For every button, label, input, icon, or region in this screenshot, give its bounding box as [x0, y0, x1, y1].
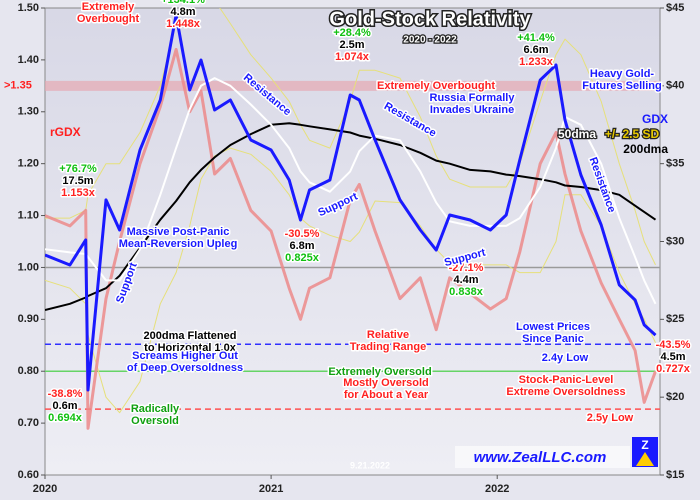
y-tick-label: 1.10 [18, 209, 39, 221]
annotation: -38.8% [48, 388, 83, 400]
series-line [45, 48, 657, 430]
annotation: +76.7% [59, 163, 97, 175]
y-tick-label: 0.90 [18, 313, 39, 325]
annotation: +134.1% [161, 0, 205, 6]
annotation: 1.448x [166, 18, 201, 30]
annotation: 4.4m [453, 274, 478, 286]
series-line [45, 147, 656, 414]
annotation: Screams Higher Out [132, 350, 238, 362]
y-tick-label: 1.00 [18, 261, 39, 273]
annotation: Since Panic [522, 333, 584, 345]
annotation: 0.694x [48, 412, 83, 424]
annotation: Extremely Oversold [328, 366, 431, 378]
y-tick-label: 1.50 [18, 2, 39, 14]
annotation: 4.5m [660, 351, 685, 363]
annotation: 6.6m [523, 44, 548, 56]
y-tick-label: 0.60 [18, 469, 39, 481]
y2-tick-label: $25 [666, 313, 684, 325]
annotation: -43.5% [656, 339, 691, 351]
annotation: Overbought [77, 13, 140, 25]
y-tick-label: 1.20 [18, 158, 39, 170]
reference-label: >1.35 [4, 80, 32, 92]
legend-label: rGDX [50, 125, 81, 139]
annotation: Russia Formally [430, 92, 516, 104]
annotation: Extremely [82, 1, 135, 13]
y-tick-label: 1.40 [18, 54, 39, 66]
annotation: 2.5y Low [587, 412, 634, 424]
annotation: for About a Year [344, 389, 429, 401]
x-tick-label: 2021 [259, 483, 283, 495]
date-note: 9.21.2022 [350, 460, 390, 470]
logo-icon [636, 452, 654, 466]
annotation: +28.4% [333, 27, 371, 39]
y2-tick-label: $15 [666, 469, 684, 481]
y-tick-label: 0.70 [18, 417, 39, 429]
x-tick-label: 2022 [485, 483, 509, 495]
annotation: Lowest Prices [516, 321, 590, 333]
annotation: 0.838x [449, 286, 484, 298]
y2-tick-label: $35 [666, 158, 684, 170]
annotation: +41.4% [517, 32, 555, 44]
y-tick-label: 0.80 [18, 365, 39, 377]
annotation: 0.6m [52, 400, 77, 412]
annotation: Extreme Oversoldness [506, 386, 625, 398]
y2-tick-label: $20 [666, 391, 684, 403]
annotation: 2.4y Low [542, 352, 589, 364]
annotation: -27.1% [449, 262, 484, 274]
legend-label: GDX [642, 112, 668, 126]
annotation: 1.233x [519, 56, 554, 68]
y2-tick-label: $45 [666, 2, 684, 14]
website-box [455, 446, 630, 468]
annotation: 200dma Flattened [144, 330, 237, 342]
annotation: 1.153x [61, 187, 96, 199]
logo-mark: Z [641, 438, 648, 452]
chart-subtitle: 2020 - 2022 [403, 35, 457, 46]
annotation: Radically [131, 403, 180, 415]
annotation: Trading Range [350, 341, 426, 353]
annotation: Mostly Oversold [343, 377, 429, 389]
annotation: 0.825x [285, 252, 320, 264]
annotation: -30.5% [285, 228, 320, 240]
annotation: Mean-Reversion Upleg [119, 238, 238, 250]
annotation: Invades Ukraine [430, 104, 514, 116]
annotation: 1.074x [335, 51, 370, 63]
legend-label: +/- 2.5 SD [605, 127, 660, 141]
annotation: to Horizontal 1.0x [144, 342, 237, 354]
plot-layer [45, 8, 660, 430]
annotation: Heavy Gold- [590, 68, 655, 80]
annotation: Massive Post-Panic [127, 226, 230, 238]
annotation: Oversold [131, 415, 179, 427]
annotation: 0.727x [656, 363, 691, 375]
legend-label: 50dma [558, 127, 596, 141]
series-line [45, 13, 657, 392]
annotation: 6.8m [289, 240, 314, 252]
y2-tick-label: $30 [666, 235, 684, 247]
annotation: 2.5m [339, 39, 364, 51]
y-tick-label: 1.30 [18, 106, 39, 118]
chart-title: Gold-Stock Relativity [329, 8, 531, 30]
y2-tick-label: $40 [666, 80, 684, 92]
annotation: of Deep Oversoldness [127, 362, 243, 374]
annotation: Relative [367, 329, 409, 341]
series-line [45, 122, 657, 311]
annotation: 4.8m [170, 6, 195, 18]
annotation: Extremely Overbought [377, 80, 495, 92]
website: www.ZealLLC.com [474, 449, 607, 466]
x-tick-label: 2020 [33, 483, 57, 495]
annotation: Stock-Panic-Level [519, 374, 614, 386]
series-line [45, 77, 657, 305]
annotation: Futures Selling [582, 80, 661, 92]
annotation: 17.5m [62, 175, 93, 187]
legend-label: 200dma [623, 142, 668, 156]
